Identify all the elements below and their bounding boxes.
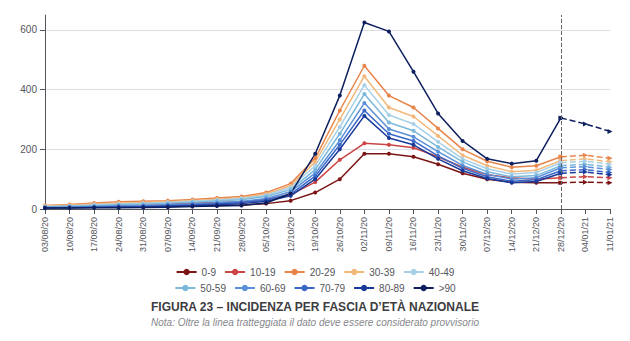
svg-text:05/10/20: 05/10/20 [261,217,271,252]
svg-text:12/10/20: 12/10/20 [286,217,296,252]
svg-text:03/08/20: 03/08/20 [40,217,50,252]
svg-text:16/11/20: 16/11/20 [408,217,418,251]
svg-text:17/08/20: 17/08/20 [89,217,99,252]
svg-text:400: 400 [20,84,37,95]
svg-text:600: 600 [20,24,37,35]
svg-text:40-49: 40-49 [429,267,455,278]
svg-text:Nota: Oltre la linea tratteggi: Nota: Oltre la linea tratteggiata il dat… [151,317,479,328]
svg-text:FIGURA 23 – INCIDENZA PER FASC: FIGURA 23 – INCIDENZA PER FASCIA D’ETÀ N… [151,299,479,314]
svg-text:21/09/20: 21/09/20 [212,217,222,252]
svg-text:30-39: 30-39 [369,267,395,278]
svg-text:23/11/20: 23/11/20 [433,217,443,251]
svg-text:30/11/20: 30/11/20 [458,217,468,251]
svg-text:11/01/21: 11/01/21 [605,217,615,251]
svg-text:26/10/20: 26/10/20 [335,217,345,252]
svg-text:50-59: 50-59 [200,283,226,294]
svg-text:60-69: 60-69 [260,283,286,294]
svg-text:20-29: 20-29 [310,267,336,278]
svg-text:24/08/20: 24/08/20 [114,217,124,252]
svg-text:200: 200 [20,144,37,155]
svg-text:19/10/20: 19/10/20 [310,217,320,252]
svg-text:07/12/20: 07/12/20 [482,217,492,252]
svg-text:14/09/20: 14/09/20 [187,217,197,252]
svg-text:21/12/20: 21/12/20 [531,217,541,252]
svg-text:14/12/20: 14/12/20 [507,217,517,252]
svg-text:31/08/20: 31/08/20 [138,217,148,252]
svg-text:0: 0 [31,204,37,215]
svg-text:09/11/20: 09/11/20 [384,217,394,251]
svg-text:80-89: 80-89 [379,283,405,294]
svg-text:>90: >90 [439,283,456,294]
svg-text:04/01/21: 04/01/21 [580,217,590,252]
svg-text:10-19: 10-19 [250,267,276,278]
svg-text:0-9: 0-9 [202,267,217,278]
svg-text:28/12/20: 28/12/20 [556,217,566,252]
svg-text:70-79: 70-79 [320,283,346,294]
svg-text:10/08/20: 10/08/20 [65,217,75,252]
svg-text:02/11/20: 02/11/20 [359,217,369,251]
svg-text:07/09/20: 07/09/20 [163,217,173,252]
svg-text:28/09/20: 28/09/20 [237,217,247,252]
